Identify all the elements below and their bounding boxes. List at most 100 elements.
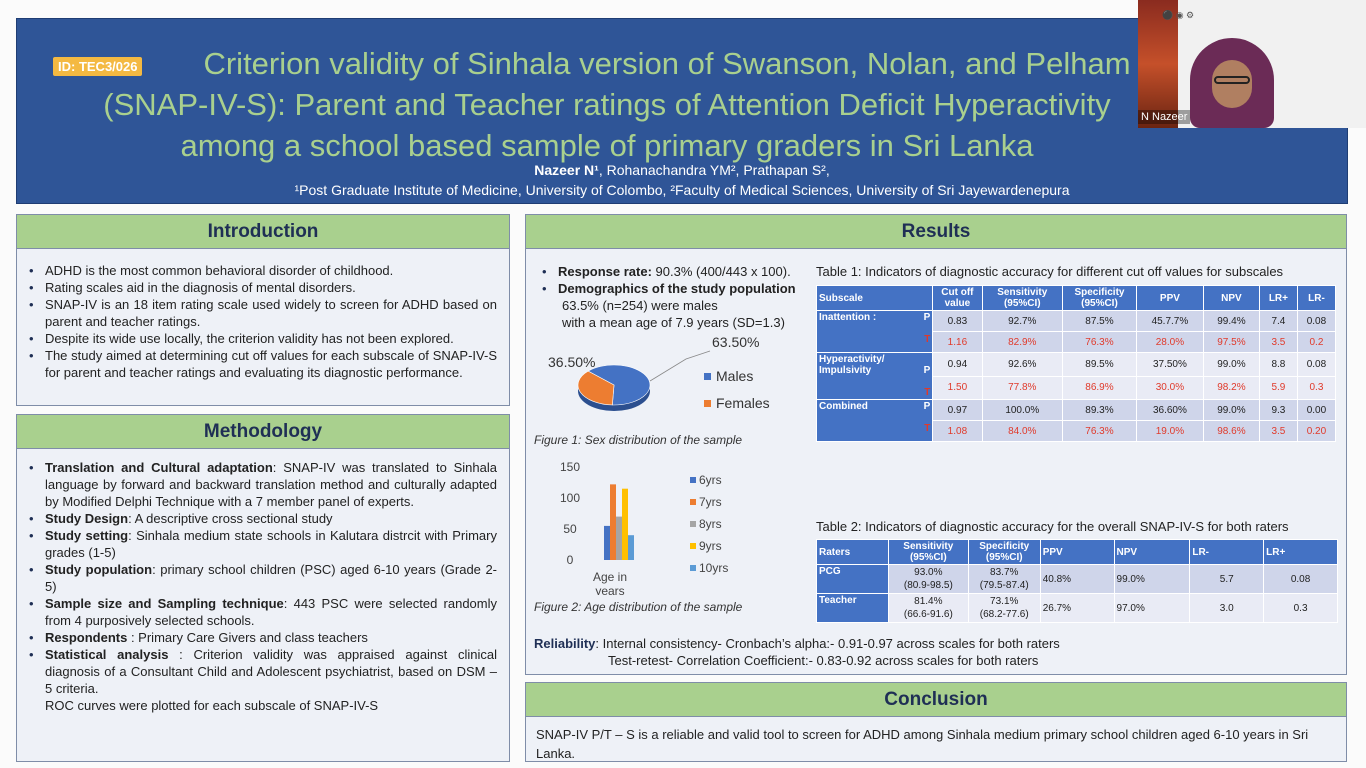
- bar-9yrs: [622, 488, 628, 560]
- column-header: NPV: [1202, 285, 1260, 311]
- list-item: Study population: primary school childre…: [17, 561, 497, 595]
- table-cell: 3.5: [1258, 331, 1298, 353]
- table-header-row: Subscale Cut off value Sensitivity (95%C…: [815, 285, 1337, 311]
- age-bar-chart: 0 50 100 150 6yrs 7yrs 8yrs 9yrs 10yrs Age inyear…: [560, 460, 728, 595]
- table-cell: 87.5%: [1062, 310, 1137, 332]
- table-row: Inattention : P T 0.83 92.7% 87.5% 45.7.7% 99.4…: [815, 310, 1337, 353]
- demographics-line-1: 63.5% (n=254) were males: [562, 298, 718, 313]
- participant-name: N Nazeer: [1138, 110, 1191, 124]
- list-item: Response rate: 90.3% (400/443 x 100).: [530, 263, 830, 280]
- methodology-panel: Methodology Translation and Cultural ada…: [16, 414, 510, 762]
- table-cell: 93.0% (80.9-98.5): [887, 564, 969, 594]
- list-item: The study aimed at determining cut off v…: [17, 347, 497, 381]
- column-header: Raters: [816, 539, 889, 565]
- reliability-line-1: : Internal consistency- Cronbach’s alpha…: [595, 636, 1060, 651]
- table-2: Raters Sensitivity (95%CI) Specificity (…: [816, 539, 1338, 623]
- legend-swatch: [704, 400, 711, 407]
- table-cell: 7.4: [1258, 310, 1298, 332]
- authors: Nazeer N¹, Rohanachandra YM², Prathapan …: [17, 162, 1347, 178]
- title-line-2: (SNAP-IV-S): Parent and Teacher ratings …: [103, 87, 1111, 122]
- legend-label: Males: [716, 368, 753, 384]
- legend-swatch: [690, 499, 696, 505]
- legend-swatch: [690, 543, 696, 549]
- pie-label-females: 36.50%: [548, 354, 595, 370]
- conclusion-text: SNAP-IV P/T – S is a reliable and valid …: [536, 727, 1309, 761]
- list-item: SNAP-IV is an 18 item rating scale used …: [17, 296, 497, 330]
- reliability-text: Reliability: Internal consistency- Cronb…: [534, 635, 1060, 669]
- table-cell: 9.3: [1258, 399, 1298, 421]
- table-cell: 1.16: [932, 331, 983, 353]
- legend-label: 6yrs: [699, 473, 722, 487]
- conclusion-heading: Conclusion: [526, 683, 1346, 717]
- column-header: Cut off value: [932, 285, 983, 311]
- table-cell: 83.7% (79.5-87.4): [967, 564, 1041, 594]
- column-header: Specificity (95%CI): [967, 539, 1041, 565]
- list-item: ADHD is the most common behavioral disor…: [17, 262, 497, 279]
- participant-avatar: [1190, 38, 1274, 128]
- table-cell: 8.8: [1258, 352, 1298, 377]
- list-item: ROC curves were plotted for each subscal…: [45, 698, 379, 713]
- table-cell: 0.97: [932, 399, 983, 421]
- y-tick-label: 0: [567, 553, 574, 567]
- conclusion-panel: Conclusion SNAP-IV P/T – S is a reliable…: [525, 682, 1347, 762]
- table-cell: 0.08: [1263, 564, 1338, 594]
- table-cell: 98.2%: [1202, 375, 1260, 400]
- table-cell: 86.9%: [1062, 375, 1137, 400]
- legend-label: 7yrs: [699, 495, 722, 509]
- legend-swatch: [690, 565, 696, 571]
- column-header: PPV: [1135, 285, 1204, 311]
- list-item: Translation and Cultural adaptation: SNA…: [17, 459, 497, 510]
- list-item: Respondents : Primary Care Givers and cl…: [17, 629, 497, 646]
- x-category-label: Age in: [593, 570, 627, 584]
- table-cell: 37.50%: [1135, 352, 1204, 377]
- legend-label: 9yrs: [699, 539, 722, 553]
- figure-1-caption: Figure 1: Sex distribution of the sample: [534, 433, 743, 447]
- table-cell: 40.8%: [1039, 564, 1115, 594]
- legend-swatch: [704, 373, 711, 380]
- bar-10yrs: [628, 535, 634, 560]
- table-cell: 0.00: [1296, 399, 1337, 421]
- table-cell: 76.3%: [1062, 331, 1137, 353]
- table-cell: 30.0%: [1135, 375, 1204, 400]
- title-line-3: among a school based sample of primary g…: [180, 128, 1034, 163]
- introduction-list: ADHD is the most common behavioral disor…: [17, 249, 509, 381]
- rater-cell: PCG: [816, 564, 889, 594]
- reliability-line-2: Test-retest- Correlation Coefficient:- 0…: [608, 653, 1039, 668]
- rater-cell: Teacher: [816, 593, 889, 623]
- avatar-face: [1212, 60, 1252, 108]
- table-cell: 0.20: [1296, 420, 1337, 442]
- participant-video[interactable]: ⚫ ◉ ⚙ N Nazeer: [1138, 0, 1366, 128]
- table-row: Combined P T 0.97 100.0% 89.3% 36.60% 99.0% 9.3 0…: [815, 399, 1337, 442]
- column-header: Sensitivity (95%CI): [887, 539, 969, 565]
- table-cell: 92.7%: [981, 310, 1064, 332]
- table-cell: 1.08: [932, 420, 983, 442]
- list-item: Rating scales aid in the diagnosis of me…: [17, 279, 497, 296]
- column-header: PPV: [1039, 539, 1115, 565]
- table-cell: 99.0%: [1113, 564, 1191, 594]
- table-cell: 99.4%: [1202, 310, 1260, 332]
- video-status-icons: ⚫ ◉ ⚙: [1162, 10, 1195, 20]
- avatar-glasses: [1214, 76, 1250, 84]
- table-cell: 98.6%: [1202, 420, 1260, 442]
- table-cell: 5.7: [1189, 564, 1265, 594]
- table-row: 1.08 84.0% 76.3% 19.0% 98.6% 3.5 0.20: [817, 420, 1337, 442]
- table-cell: 0.2: [1296, 331, 1337, 353]
- legend-swatch: [690, 477, 696, 483]
- table-cell: 97.0%: [1113, 593, 1191, 623]
- table-cell: 3.0: [1189, 593, 1265, 623]
- sex-pie-chart: 63.50% 36.50% Males Females: [548, 335, 770, 411]
- table-cell: 77.8%: [981, 375, 1064, 400]
- poster-header: Criterion validity of Sinhala version of…: [16, 18, 1348, 204]
- table-cell: 36.60%: [1135, 399, 1204, 421]
- results-bullets: Response rate: 90.3% (400/443 x 100). De…: [530, 263, 830, 297]
- table-cell: 81.4% (66.6-91.6): [887, 593, 969, 623]
- table-cell: 84.0%: [981, 420, 1064, 442]
- x-category-label: years: [595, 584, 624, 595]
- table-row: 1.16 82.9% 76.3% 28.0% 97.5% 3.5 0.2: [817, 331, 1337, 353]
- table-cell: 28.0%: [1135, 331, 1204, 353]
- table-cell: 19.0%: [1135, 420, 1204, 442]
- table-cell: 0.3: [1296, 375, 1337, 400]
- pie-slice-females: [577, 370, 615, 406]
